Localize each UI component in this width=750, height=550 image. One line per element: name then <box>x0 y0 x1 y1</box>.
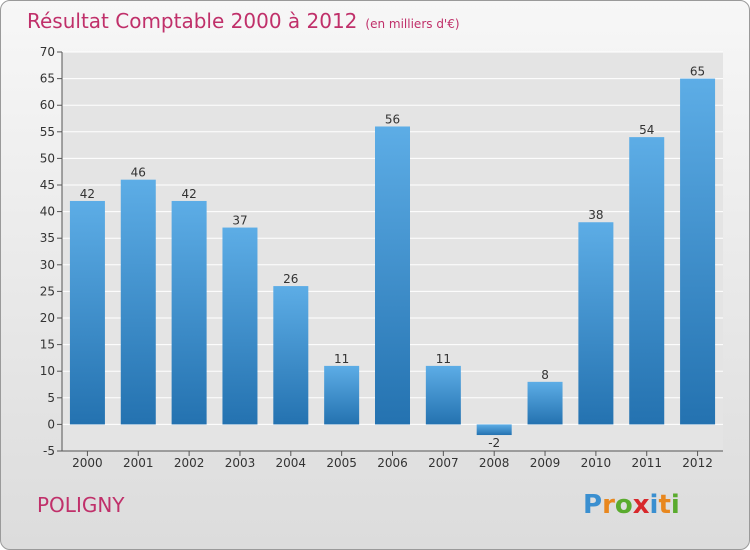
data-label-2002: 42 <box>181 187 196 201</box>
data-label-2009: 8 <box>541 368 549 382</box>
y-tick-label: 20 <box>40 311 55 325</box>
y-tick-label: 15 <box>40 338 55 352</box>
logo-letter: r <box>602 490 615 520</box>
bar-2002 <box>171 200 207 425</box>
x-tick-label: 2010 <box>581 456 612 470</box>
x-axis: 2000 2001 2002 2003 2004 2005 2006 2007 2008 2009… <box>62 450 723 470</box>
bar-2003 <box>222 227 258 425</box>
place-name: POLIGNY <box>37 493 125 517</box>
data-label-2008: -2 <box>488 436 500 450</box>
data-label-2003: 37 <box>232 214 247 228</box>
logo-letter: x <box>632 490 650 520</box>
bar-2011 <box>629 137 665 425</box>
data-label-2001: 46 <box>131 166 146 180</box>
data-label-2007: 11 <box>436 352 451 366</box>
y-tick-label: 35 <box>40 231 55 245</box>
data-label-2011: 54 <box>639 123 654 137</box>
bar-2001 <box>120 179 156 425</box>
logo-letter: t <box>658 490 671 520</box>
y-tick-label: 55 <box>40 125 55 139</box>
y-tick-label: 25 <box>40 284 55 298</box>
bar-2008 <box>476 424 512 436</box>
bar-2010 <box>578 222 614 425</box>
x-tick-label: 2001 <box>123 456 154 470</box>
y-tick-label: 5 <box>47 391 55 405</box>
bar-2005 <box>324 365 360 425</box>
x-tick-label: 2012 <box>682 456 713 470</box>
proxiti-logo: Proxiti <box>583 490 680 520</box>
x-tick-label: 2006 <box>377 456 408 470</box>
data-label-2006: 56 <box>385 112 400 126</box>
y-tick-label: 70 <box>40 45 55 59</box>
y-tick-label: 60 <box>40 98 55 112</box>
bar-2006 <box>375 126 410 425</box>
data-label-2000: 42 <box>80 187 95 201</box>
y-tick-label: 65 <box>40 72 55 86</box>
y-tick-label: -5 <box>43 444 55 458</box>
data-label-2012: 65 <box>690 65 705 79</box>
logo-letter: P <box>583 490 603 520</box>
data-labels: 42 46 42 37 26 11 56 11 -2 8 38 54 65 <box>80 65 705 450</box>
y-tick-label: 45 <box>40 178 55 192</box>
x-tick-label: 2009 <box>530 456 561 470</box>
y-tick-label: 10 <box>40 364 55 378</box>
x-tick-label: 2007 <box>428 456 459 470</box>
x-tick-label: 2008 <box>479 456 510 470</box>
y-axis: -5 0 5 10 15 20 25 30 35 40 45 50 55 60 65 70 <box>40 45 63 458</box>
bar-2000 <box>69 200 105 425</box>
bar-2004 <box>273 286 309 425</box>
bars <box>69 78 716 436</box>
x-tick-label: 2011 <box>631 456 662 470</box>
data-label-2010: 38 <box>588 208 603 222</box>
chart-subtitle: (en milliers d'€) <box>365 17 460 31</box>
bar-2007 <box>425 365 461 425</box>
x-tick-label: 2000 <box>72 456 103 470</box>
y-tick-label: 30 <box>40 258 55 272</box>
bar-2009 <box>527 381 563 425</box>
logo-letter: i <box>670 490 680 520</box>
y-tick-label: 50 <box>40 151 55 165</box>
bar-2012 <box>680 78 716 425</box>
y-tick-label: 0 <box>47 417 55 431</box>
x-tick-label: 2005 <box>326 456 357 470</box>
x-tick-label: 2004 <box>276 456 307 470</box>
data-label-2004: 26 <box>283 272 298 286</box>
logo-letter: o <box>614 490 633 520</box>
x-tick-label: 2003 <box>225 456 256 470</box>
logo-letter: i <box>649 490 659 520</box>
title-text: Résultat Comptable 2000 à 2012 <box>27 9 358 33</box>
x-tick-label: 2002 <box>174 456 205 470</box>
chart-title: Résultat Comptable 2000 à 2012 (en millie… <box>27 9 460 33</box>
data-label-2005: 11 <box>334 352 349 366</box>
y-tick-label: 40 <box>40 205 55 219</box>
